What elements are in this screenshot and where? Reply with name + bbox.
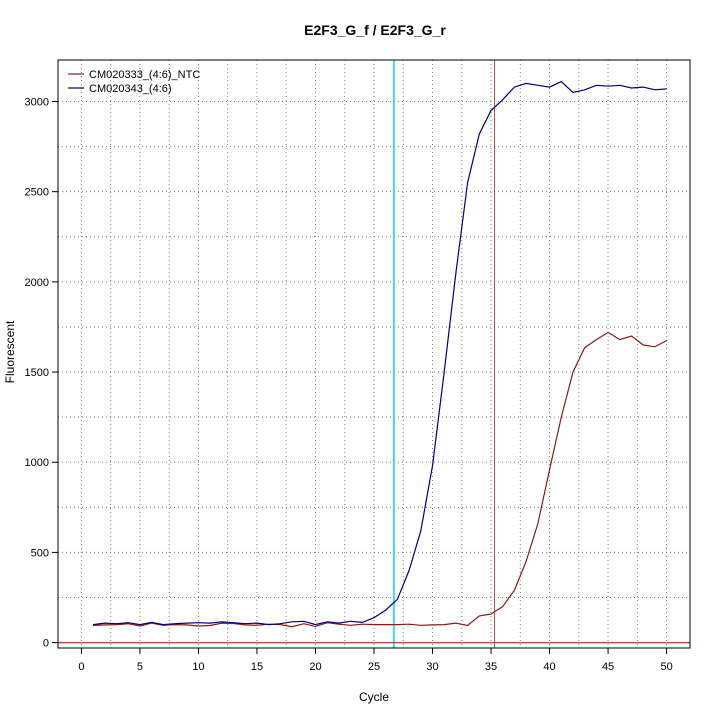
x-tick-label: 20 [309,661,321,673]
x-tick-label: 15 [251,661,263,673]
x-tick-label: 5 [137,661,143,673]
y-tick-label: 1500 [25,367,49,379]
y-tick-label: 2000 [25,277,49,289]
reference-lines [58,60,690,648]
x-tick-label: 50 [660,661,672,673]
x-tick-label: 45 [602,661,614,673]
x-tick-label: 0 [78,661,84,673]
x-tick-label: 35 [485,661,497,673]
legend: CM020333_(4:6)_NTC CM020343_(4:6) [68,69,200,95]
y-tick-label: 2500 [25,187,49,199]
series-line-2 [93,80,667,626]
x-tick-label: 40 [543,661,555,673]
chart-title: E2F3_G_f / E2F3_G_r [304,22,446,38]
x-axis-label: Cycle [359,690,389,704]
grid-lines [58,60,690,648]
y-tick-label: 0 [43,638,49,650]
series-line-1 [93,331,667,628]
y-tick-label: 3000 [25,96,49,108]
legend-label-2: CM020343_(4:6) [89,83,172,95]
y-axis: 0 500 1000 1500 2000 2500 3000 [25,96,58,650]
x-tick-label: 30 [426,661,438,673]
legend-label-1: CM020333_(4:6)_NTC [89,69,200,81]
y-axis-label: Fluorescent [3,320,17,383]
y-tick-label: 1000 [25,457,49,469]
x-tick-label: 25 [368,661,380,673]
x-tick-label: 10 [192,661,204,673]
y-tick-label: 500 [31,547,49,559]
x-axis: 0 5 10 15 20 25 30 35 40 45 50 [78,648,673,673]
series-lines [93,80,667,628]
